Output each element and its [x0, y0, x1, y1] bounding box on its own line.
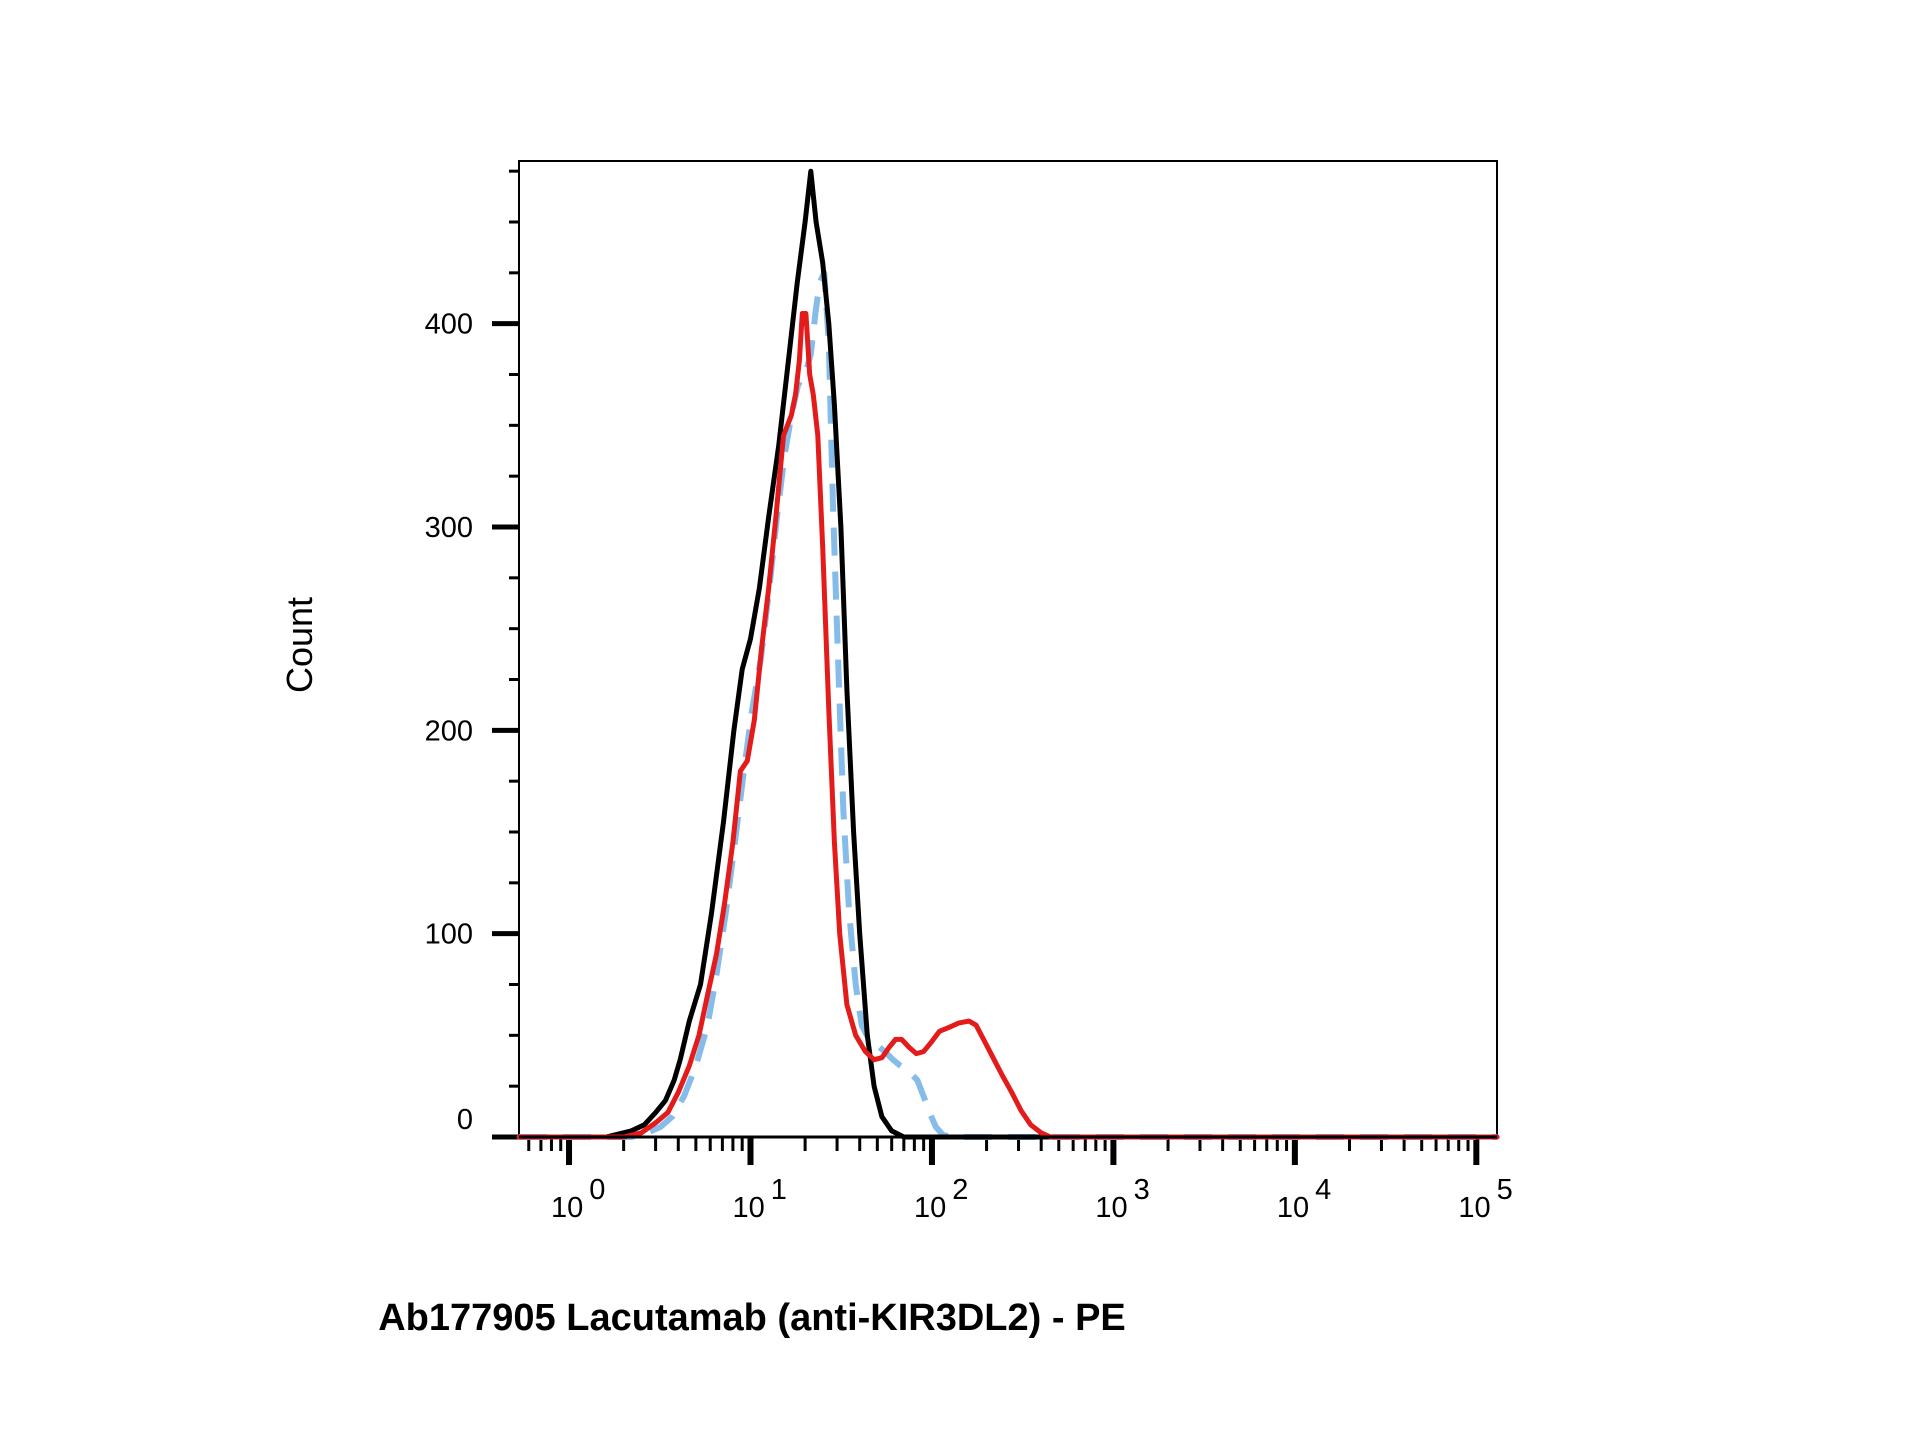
x-tick-label: 105	[1458, 1174, 1512, 1224]
x-axis-title: Ab177905 Lacutamab (anti-KIR3DL2) - PE	[378, 1297, 1126, 1339]
x-tick-label: 104	[1277, 1174, 1331, 1224]
y-minor-ticks	[509, 169, 519, 1088]
x-tick-label: 101	[732, 1174, 786, 1224]
x-tick-label: 103	[1095, 1174, 1149, 1224]
plot-frame	[518, 160, 1498, 1138]
series-line-2	[519, 269, 1497, 1140]
series-layer	[516, 168, 1500, 1140]
x-tick-label: 102	[914, 1174, 968, 1224]
y-tick-label: 400	[425, 309, 473, 341]
x-major-ticks: 100 101 102 103 104 105	[551, 1137, 1513, 1224]
series-line-1	[516, 311, 1500, 1140]
y-tick-label: 100	[425, 919, 473, 951]
y-major-ticks: 0 100 200 300 400	[425, 309, 519, 1140]
y-tick-label: 200	[425, 715, 473, 747]
y-tick-label: 0	[457, 1104, 473, 1136]
y-axis-title: Count	[279, 597, 320, 693]
y-tick-label: 300	[425, 512, 473, 544]
x-tick-label: 100	[551, 1174, 605, 1224]
series-line-0	[516, 168, 1500, 1140]
